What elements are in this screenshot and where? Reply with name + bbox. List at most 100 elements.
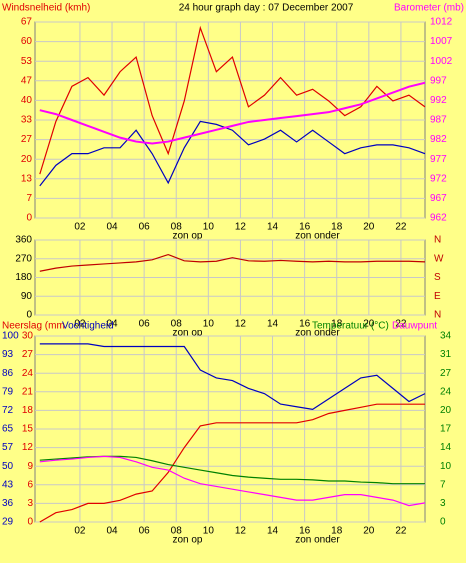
x-tick-label: 22: [395, 222, 407, 233]
y2-tick-label: 7: [440, 479, 446, 490]
x-tick-label: 02: [74, 222, 86, 233]
y-tick-label: 30: [22, 331, 34, 342]
y-tick-label: 24: [22, 368, 34, 379]
y-tick-label: 0: [27, 517, 33, 528]
y2-tick-label: 20: [440, 405, 452, 416]
x-tick-label: 14: [267, 222, 279, 233]
x-tick-label: 14: [267, 319, 279, 330]
x-tick-label: 08: [171, 319, 183, 330]
x-tick-label: 04: [106, 526, 118, 537]
x-tick-label: 20: [363, 222, 375, 233]
series-label: Temperatuur (°C): [312, 321, 389, 332]
y2-tick-label: E: [434, 291, 441, 302]
x-tick-label: 02: [74, 319, 86, 330]
chart-title: 24 hour graph day : 07 December 2007: [179, 3, 354, 14]
y-tick-label: 40: [21, 95, 33, 106]
y-tick-label: 90: [21, 291, 33, 302]
y-tick-label: 20: [21, 154, 33, 165]
y2-tick-label: 967: [430, 193, 447, 204]
y2-tick-label: 27: [440, 368, 452, 379]
x-tick-label: 18: [331, 319, 343, 330]
x-tick-label: 16: [299, 319, 311, 330]
x-tick-label: 22: [395, 319, 407, 330]
y2-tick-label: S: [434, 272, 441, 283]
y2-tick-label: N: [434, 310, 441, 321]
x-tick-label: 22: [395, 526, 407, 537]
annotation: zon op: [172, 231, 202, 242]
x-tick-label: 12: [235, 222, 247, 233]
x-tick-label: 06: [139, 526, 151, 537]
y3-tick-label: 36: [2, 498, 14, 509]
y-tick-label: 27: [21, 134, 33, 145]
y3-tick-label: 86: [2, 368, 14, 379]
series-label: Windsnelheid (kmh): [2, 3, 90, 14]
y-tick-label: 12: [22, 442, 34, 453]
y3-tick-label: 29: [2, 517, 14, 528]
y-tick-label: 13: [21, 173, 33, 184]
data-line: [39, 455, 426, 507]
y-tick-label: 60: [21, 36, 33, 47]
data-line: [39, 403, 425, 523]
y2-tick-label: 14: [440, 442, 452, 453]
y2-tick-label: 34: [440, 331, 452, 342]
y-tick-label: 180: [15, 272, 32, 283]
y2-tick-label: W: [434, 253, 444, 264]
y-tick-label: 3: [27, 498, 33, 509]
y2-tick-label: 997: [430, 75, 447, 86]
y-tick-label: 27: [22, 349, 34, 360]
series-label: Neerslag (mm: [2, 321, 65, 332]
x-tick-label: 14: [267, 526, 279, 537]
y-tick-label: 9: [27, 461, 33, 472]
y-tick-label: 21: [22, 386, 34, 397]
y-tick-label: 0: [26, 213, 32, 224]
annotation: zon onder: [295, 328, 340, 339]
y2-tick-label: 1002: [430, 56, 453, 67]
y3-tick-label: 100: [2, 331, 19, 342]
x-tick-label: 06: [139, 319, 151, 330]
x-tick-label: 02: [74, 526, 86, 537]
x-tick-label: 18: [331, 526, 343, 537]
series-label: Barometer (mb): [394, 3, 464, 14]
y3-tick-label: 93: [2, 349, 14, 360]
x-tick-label: 16: [299, 526, 311, 537]
y2-tick-label: 982: [430, 134, 447, 145]
x-tick-label: 12: [235, 319, 247, 330]
annotation: zon onder: [295, 231, 340, 242]
series-label: Vochtigheid: [62, 321, 114, 332]
y-tick-label: 15: [22, 424, 34, 435]
y3-tick-label: 79: [2, 386, 14, 397]
x-tick-label: 04: [106, 319, 118, 330]
x-tick-label: 18: [331, 222, 343, 233]
annotation: zon onder: [295, 535, 340, 546]
y2-tick-label: 17: [440, 424, 452, 435]
y3-tick-label: 50: [2, 461, 14, 472]
x-tick-label: 16: [299, 222, 311, 233]
x-tick-label: 04: [106, 222, 118, 233]
y2-tick-label: 987: [430, 115, 447, 126]
y-tick-label: 67: [21, 17, 33, 28]
annotation: zon op: [172, 328, 202, 339]
data-line: [39, 25, 426, 175]
y2-tick-label: 962: [430, 213, 447, 224]
series-label: Dauwpunt: [392, 321, 437, 332]
y2-tick-label: 31: [440, 349, 452, 360]
y3-tick-label: 65: [2, 424, 14, 435]
y-tick-label: 360: [15, 235, 32, 246]
y-tick-label: 33: [21, 115, 33, 126]
y2-tick-label: 992: [430, 95, 447, 106]
y3-tick-label: 57: [2, 442, 14, 453]
y2-tick-label: N: [434, 235, 441, 246]
y-tick-label: 6: [27, 479, 33, 490]
data-line: [39, 343, 426, 410]
x-tick-label: 10: [203, 222, 215, 233]
data-line: [39, 253, 426, 272]
y2-tick-label: 1007: [430, 36, 453, 47]
y-tick-label: 0: [26, 310, 32, 321]
y3-tick-label: 72: [2, 405, 14, 416]
y-tick-label: 18: [22, 405, 34, 416]
x-tick-label: 10: [203, 319, 215, 330]
x-tick-label: 08: [171, 222, 183, 233]
x-tick-label: 20: [363, 526, 375, 537]
y2-tick-label: 977: [430, 154, 447, 165]
